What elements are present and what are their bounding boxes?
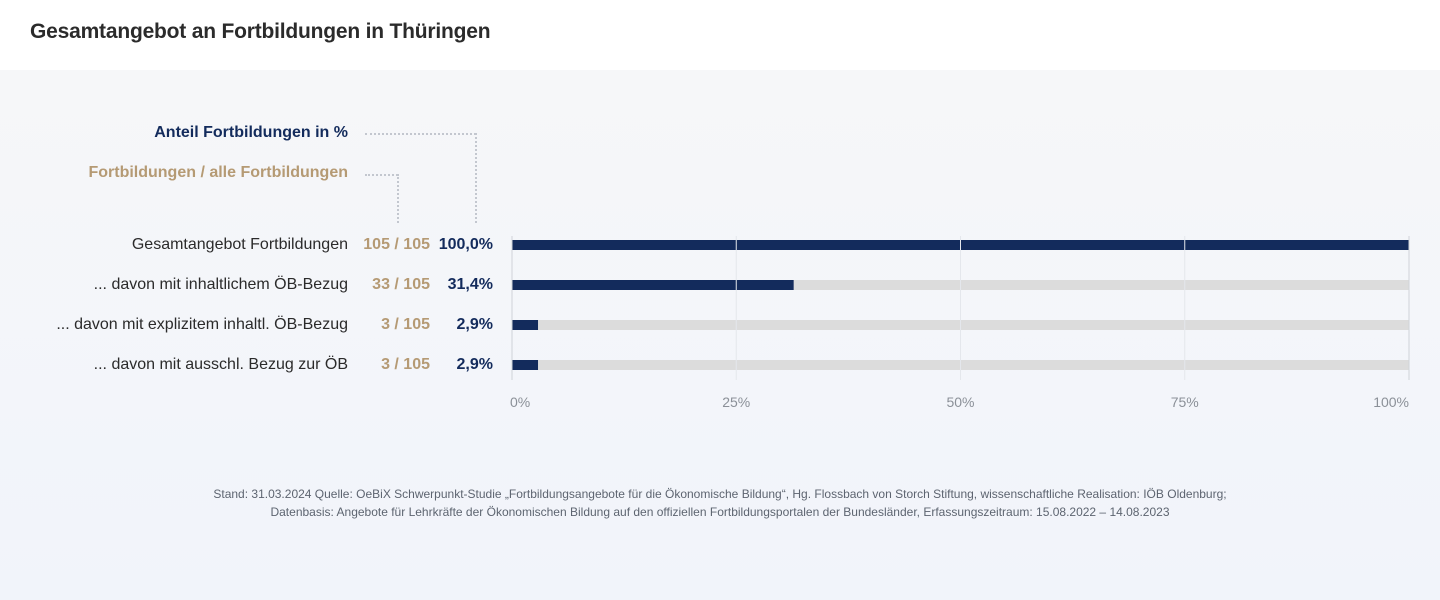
row-label: ... davon mit explizitem inhaltl. ÖB-Bez…: [56, 316, 348, 333]
footer-line-2: Datenbasis: Angebote für Lehrkräfte der …: [270, 505, 1170, 519]
bar: [512, 280, 794, 290]
row-percent: 31,4%: [447, 276, 493, 293]
row-label: Gesamtangebot Fortbildungen: [131, 236, 348, 253]
row-count: 3 / 105: [381, 316, 430, 333]
page-title: Gesamtangebot an Fortbildungen in Thürin…: [30, 20, 491, 43]
source-footer: Stand: 31.03.2024 Quelle: OeBiX Schwerpu…: [0, 485, 1440, 521]
x-tick-label: 25%: [722, 394, 750, 410]
header: Gesamtangebot an Fortbildungen in Thürin…: [0, 0, 1440, 70]
x-tick-label: 100%: [1373, 394, 1409, 410]
bar: [512, 360, 539, 370]
legend-count-leader-v: [397, 174, 399, 223]
row-percent: 2,9%: [456, 356, 493, 373]
row-percent: 100,0%: [438, 236, 493, 253]
row-count: 33 / 105: [372, 276, 430, 293]
row-percent: 2,9%: [456, 316, 493, 333]
x-tick-label: 75%: [1171, 394, 1199, 410]
legend-percent-label: Anteil Fortbildungen in %: [154, 124, 348, 141]
row-label: ... davon mit inhaltlichem ÖB-Bezug: [93, 276, 348, 293]
x-tick-label: 50%: [946, 394, 974, 410]
legend-count-label: Fortbildungen / alle Fortbildungen: [88, 164, 348, 181]
legend-percent-leader-h: [365, 133, 476, 135]
legend-percent-leader-v: [475, 133, 477, 223]
row-count: 105 / 105: [363, 236, 430, 253]
footer-line-1: Stand: 31.03.2024 Quelle: OeBiX Schwerpu…: [213, 487, 1227, 501]
bar: [512, 320, 539, 330]
row-count: 3 / 105: [381, 356, 430, 373]
row-label: ... davon mit ausschl. Bezug zur ÖB: [93, 356, 348, 373]
legend-count-leader-h: [365, 174, 398, 176]
x-tick-label: 0%: [510, 394, 530, 410]
chart-panel: [0, 70, 1440, 600]
